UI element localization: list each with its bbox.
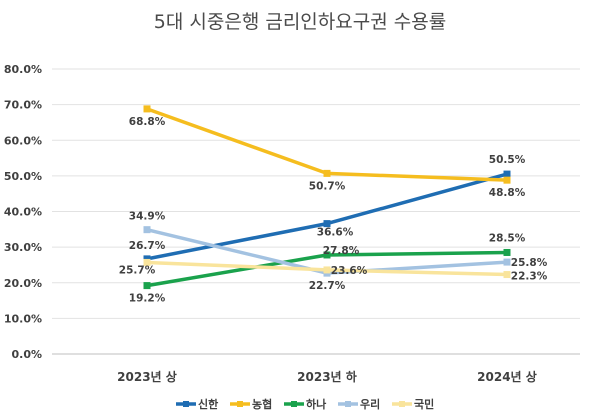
data-point — [143, 258, 151, 266]
data-point — [323, 220, 331, 228]
data-point — [143, 105, 151, 113]
legend-marker — [345, 401, 351, 407]
data-label: 50.5% — [489, 154, 526, 166]
data-label: 68.8% — [129, 116, 166, 128]
y-tick-label: 40.0% — [4, 206, 42, 219]
y-tick-label: 50.0% — [4, 170, 42, 183]
data-point — [503, 271, 511, 279]
data-point — [143, 282, 151, 290]
data-point — [503, 170, 511, 178]
legend-label: 국민 — [414, 397, 434, 411]
data-label: 23.6% — [331, 265, 368, 277]
data-label: 50.7% — [309, 180, 346, 192]
series-line-농협 — [146, 107, 508, 182]
x-tick-label: 2023년 상 — [117, 369, 177, 384]
series-lines — [143, 105, 511, 290]
legend-label: 농협 — [252, 397, 272, 411]
data-point — [143, 255, 151, 263]
data-label: 28.5% — [489, 232, 526, 244]
y-tick-label: 30.0% — [4, 241, 42, 254]
data-label: 19.2% — [129, 293, 166, 305]
legend-label: 신한 — [198, 397, 218, 411]
data-label: 34.9% — [129, 211, 166, 223]
data-labels: 26.7% 36.6% 50.5% 68.8% 50.7% 48.8% 19.2% 27.8%… — [119, 116, 548, 305]
legend-marker — [291, 401, 297, 407]
data-point — [503, 248, 511, 256]
chart-title: 5대 시중은행 금리인하요구권 수용률 — [154, 11, 446, 33]
data-label: 26.7% — [129, 240, 166, 252]
gridlines — [52, 68, 580, 355]
data-label: 22.7% — [309, 280, 346, 292]
data-point — [323, 251, 331, 259]
legend-marker — [237, 401, 243, 407]
data-label: 48.8% — [489, 187, 526, 199]
data-point — [503, 176, 511, 184]
data-label: 25.7% — [119, 264, 156, 276]
legend-label: 하나 — [306, 397, 326, 411]
legend-marker — [183, 401, 189, 407]
data-point — [503, 258, 511, 266]
data-label: 22.3% — [511, 271, 548, 283]
legend-marker — [399, 401, 405, 407]
y-tick-label: 10.0% — [4, 312, 42, 325]
y-axis-ticks: 0.0% 10.0% 20.0% 30.0% 40.0% 50.0% 60.0% 70.0% 8… — [4, 63, 42, 361]
y-tick-label: 60.0% — [4, 134, 42, 147]
data-label: 25.8% — [511, 257, 548, 269]
data-point — [143, 226, 151, 234]
y-tick-label: 20.0% — [4, 277, 42, 290]
x-axis-ticks: 2023년 상 2023년 하 2024년 상 — [117, 369, 537, 384]
data-point — [323, 169, 331, 177]
x-tick-label: 2024년 상 — [477, 369, 537, 384]
y-tick-label: 70.0% — [4, 99, 42, 112]
data-label: 36.6% — [317, 227, 354, 239]
y-tick-label: 80.0% — [4, 63, 42, 76]
y-tick-label: 0.0% — [11, 348, 42, 361]
data-label: 27.8% — [323, 245, 360, 257]
legend: 신한 농협 하나 우리 국민 — [176, 397, 434, 411]
x-tick-label: 2023년 하 — [297, 369, 357, 384]
data-point — [323, 266, 331, 274]
legend-label: 우리 — [360, 397, 380, 411]
